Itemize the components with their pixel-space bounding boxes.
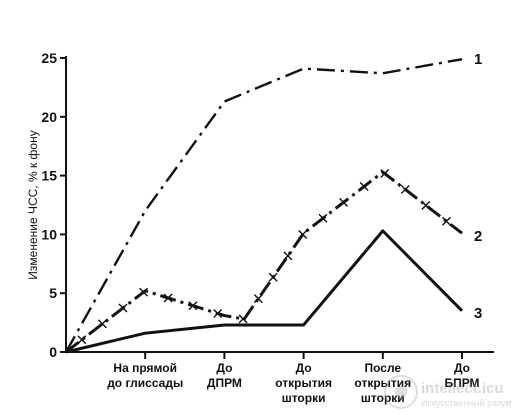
y-tick-label: 10: [41, 226, 57, 242]
series-2-x-marker: [380, 169, 390, 179]
series-2-x-marker: [421, 200, 431, 210]
series-2-x-marker: [253, 294, 263, 304]
x-category-label: На прямой: [113, 361, 177, 375]
axes: [65, 56, 494, 353]
y-tick-label: 25: [41, 50, 57, 66]
x-category-label: ДПРМ: [207, 376, 242, 390]
series-2-x-marker: [118, 303, 128, 313]
watermark-logo-core: [395, 386, 407, 398]
series-2-x-marker: [97, 319, 107, 329]
x-category-label: После: [364, 361, 401, 375]
watermark-site: intellect.icu: [421, 380, 504, 397]
series-2-x-marker: [268, 272, 278, 282]
y-axis-label: Изменение ЧСС, % к фону: [26, 130, 40, 279]
series-2-x-marker: [318, 213, 328, 223]
x-category-label: До: [454, 361, 470, 375]
series-2-x-marker: [441, 216, 451, 226]
y-tick-label: 20: [41, 109, 57, 125]
series-2-x-marker: [139, 287, 149, 297]
x-category-label: До: [216, 361, 232, 375]
y-tick-label: 15: [41, 168, 57, 184]
y-ticks: 0 5 10 15 20 25: [41, 50, 66, 360]
series-1-line: [64, 57, 463, 353]
series-2-x-marker: [163, 293, 173, 303]
series-2-x-marker: [238, 314, 248, 324]
series-2-x-marker: [339, 197, 349, 207]
series-2-x-marker: [359, 181, 369, 191]
watermark: intellect.icu Искусственный разум: [384, 375, 512, 409]
x-category-label: БПРМ: [444, 376, 479, 390]
series-2-x-marker: [298, 229, 308, 239]
series-2-label: 2: [474, 228, 482, 245]
series-2-x-marker: [283, 251, 293, 261]
y-tick-label: 5: [49, 285, 57, 301]
x-category-label: шторки: [361, 391, 405, 405]
series-2-x-marker: [400, 184, 410, 194]
y-tick-label: 0: [49, 344, 57, 360]
series-1-label: 1: [474, 51, 482, 68]
x-category-label: шторки: [282, 391, 326, 405]
series-2-x-marker: [213, 308, 223, 318]
series-3-line: [65, 229, 464, 354]
series-3-label: 3: [474, 305, 482, 322]
x-category-label: до глиссады: [107, 376, 183, 390]
series-group: 1 2 3: [64, 51, 482, 354]
x-category-label: открытия: [275, 376, 332, 390]
x-category-label: До: [296, 361, 312, 375]
watermark-tagline: Искусственный разум: [421, 398, 512, 408]
watermark-logo: [384, 375, 418, 409]
series-2-x-marker: [188, 301, 198, 311]
x-category-label: открытия: [354, 376, 411, 390]
series-2-x-marker: [77, 335, 87, 345]
